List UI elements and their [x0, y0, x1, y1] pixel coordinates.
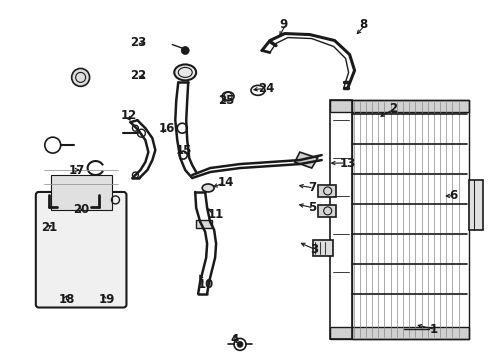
Text: 12: 12	[121, 109, 137, 122]
Text: 8: 8	[360, 18, 368, 31]
Ellipse shape	[202, 184, 214, 192]
Text: 14: 14	[218, 176, 235, 189]
Polygon shape	[295, 152, 318, 168]
Text: 16: 16	[158, 122, 175, 135]
Text: 20: 20	[73, 203, 89, 216]
Text: 1: 1	[429, 323, 438, 336]
Bar	[330, 328, 469, 339]
Text: 17: 17	[69, 163, 85, 176]
FancyBboxPatch shape	[36, 192, 126, 307]
Ellipse shape	[174, 64, 196, 80]
Text: 15: 15	[175, 144, 192, 157]
Bar	[313, 240, 333, 256]
Circle shape	[181, 46, 189, 54]
Text: 7: 7	[308, 181, 316, 194]
Text: 4: 4	[230, 333, 238, 346]
Bar	[51, 175, 112, 210]
Text: 21: 21	[41, 221, 57, 234]
Text: 22: 22	[130, 69, 147, 82]
Bar	[318, 205, 336, 217]
Text: 19: 19	[98, 293, 115, 306]
Bar	[318, 185, 336, 197]
Text: 9: 9	[280, 18, 288, 31]
Text: 3: 3	[310, 243, 318, 256]
Ellipse shape	[222, 92, 234, 101]
Bar	[330, 100, 352, 339]
Text: 24: 24	[258, 82, 274, 95]
Circle shape	[237, 341, 243, 347]
Text: 6: 6	[449, 189, 458, 202]
Text: 11: 11	[208, 208, 224, 221]
Text: 25: 25	[218, 94, 235, 107]
Text: 13: 13	[340, 157, 356, 170]
Bar	[469, 180, 483, 230]
Circle shape	[72, 68, 90, 86]
Bar	[330, 100, 469, 112]
Text: 18: 18	[59, 293, 75, 306]
Text: 5: 5	[308, 201, 316, 215]
Text: 2: 2	[390, 102, 397, 115]
Bar	[196, 220, 212, 228]
Text: 23: 23	[130, 36, 147, 49]
Text: 10: 10	[198, 278, 215, 291]
Bar	[352, 100, 469, 339]
